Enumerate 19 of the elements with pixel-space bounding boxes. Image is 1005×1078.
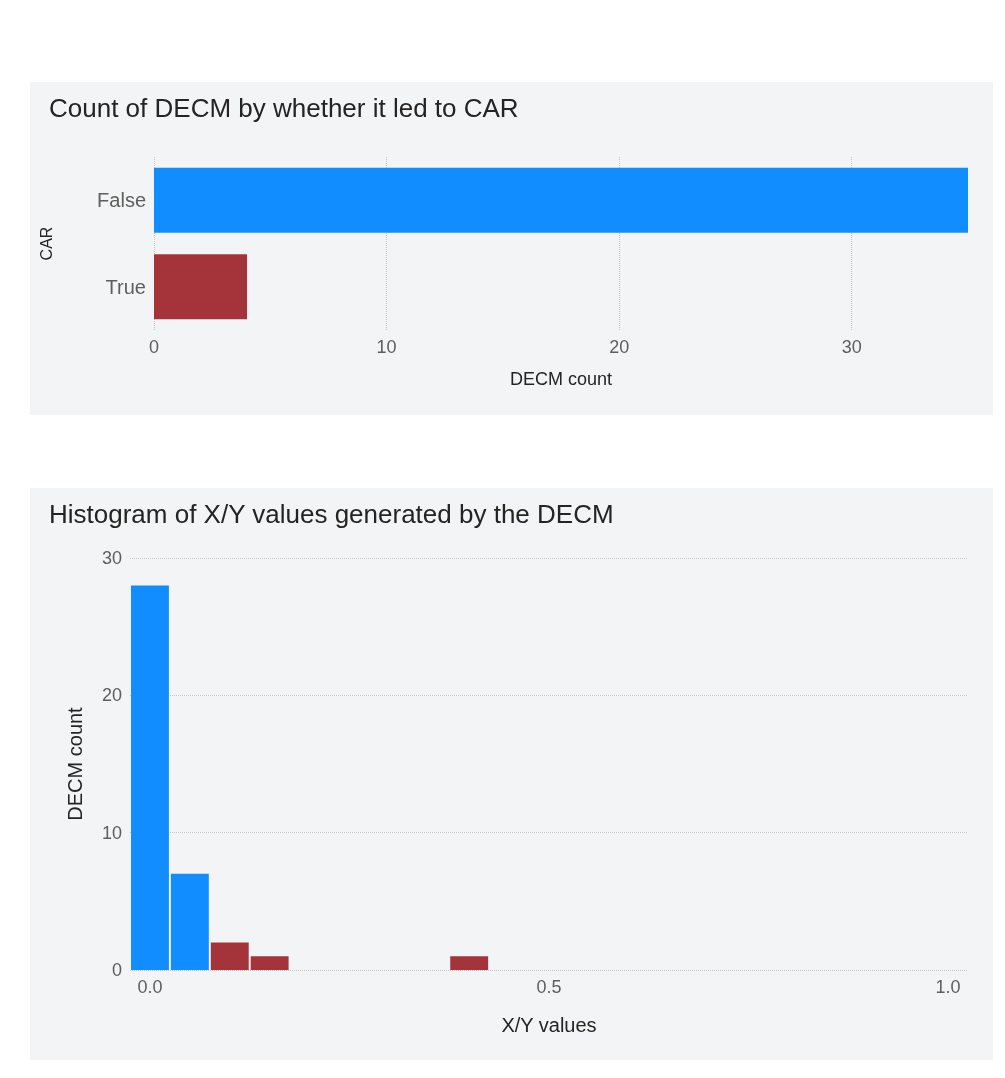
y-axis-title: CAR [37, 226, 55, 261]
y-axis-title: DECM count [64, 706, 86, 821]
y-tick-label: 0 [111, 960, 122, 980]
x-axis-title: X/Y values [501, 1014, 597, 1036]
chart-title: Histogram of X/Y values generated by the DECM [49, 499, 614, 529]
x-tick-label: 0 [148, 337, 160, 357]
x-tick-label: 20 [609, 337, 630, 357]
x-tick-label: 0.5 [536, 977, 562, 997]
y-tick-label: True [105, 275, 146, 298]
chart-title: Count of DECM by whether it led to CAR [49, 93, 519, 123]
x-tick-label: 1.0 [935, 977, 961, 997]
y-tick-label: False [97, 189, 146, 212]
y-tick-label: 10 [101, 822, 122, 843]
x-tick-label: 0.0 [137, 977, 163, 997]
x-tick-label: 30 [841, 337, 862, 357]
x-tick-label: 10 [376, 337, 397, 357]
x-axis-title: DECM count [509, 369, 613, 389]
y-tick-label: 20 [101, 685, 122, 706]
y-tick-label: 30 [101, 548, 122, 568]
